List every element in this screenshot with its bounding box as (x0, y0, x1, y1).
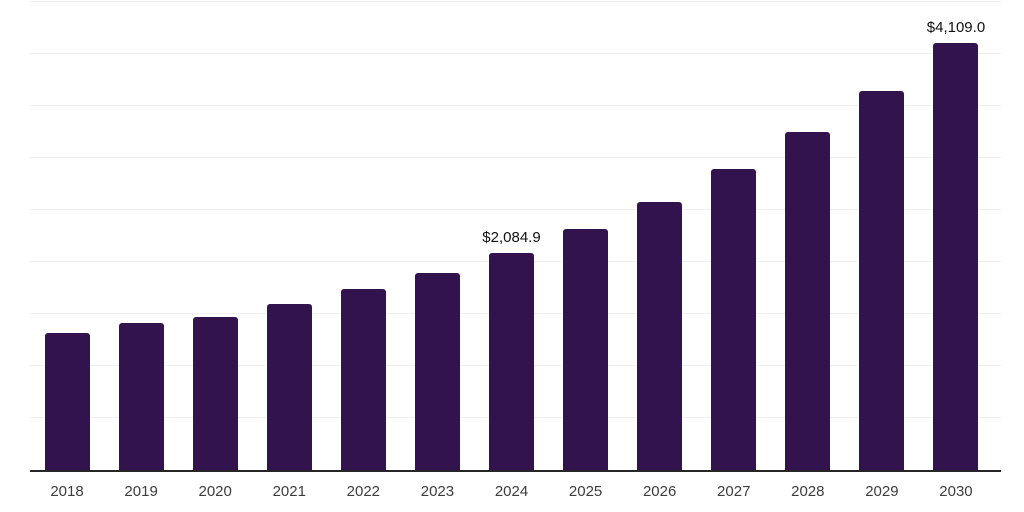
x-tick-label-2022: 2022 (346, 483, 381, 500)
bar-slot-2028 (771, 2, 845, 470)
gridline-2500 (30, 209, 1001, 210)
x-axis-labels: 2018 2019 2020 2021 2022 2023 2024 2025 2026 2027… (30, 480, 993, 504)
x-tick-label-2025: 2025 (568, 483, 603, 500)
x-tick-label-2019: 2019 (124, 483, 158, 500)
x-tick-label-2020: 2020 (198, 483, 232, 500)
bar-2026 (637, 202, 683, 470)
bar-2025 (563, 229, 609, 470)
gridline-3500 (30, 105, 1001, 106)
bar-slot-2018 (30, 2, 104, 470)
bar-slot-2029 (845, 2, 919, 470)
bar-2020 (192, 317, 238, 470)
bar-2027 (711, 169, 757, 470)
bar-2030 (933, 42, 979, 470)
x-tick-label-2018: 2018 (50, 483, 84, 500)
bar-slot-2024: $2,084.9 (474, 2, 548, 470)
bar-value-label-2024: $2,084.9 (482, 229, 541, 247)
bar-2021 (266, 303, 312, 470)
gridline-3000 (30, 157, 1001, 158)
bar-2028 (785, 132, 831, 470)
plot-area: $2,084.9 $4,109.0 (30, 1, 1001, 472)
bar-slot-2026 (623, 2, 697, 470)
x-tick-label-2027: 2027 (717, 483, 751, 500)
bar-2029 (859, 91, 905, 470)
x-tick-label-2029: 2029 (865, 483, 899, 500)
bar-2022 (340, 288, 386, 470)
bar-slot-2030: $4,109.0 (919, 2, 993, 470)
bar-slot-2021 (252, 2, 326, 470)
x-tick-label-2026: 2026 (642, 483, 677, 500)
bar-value-label-2030: $4,109.0 (926, 18, 986, 36)
x-tick-label-2023: 2023 (420, 483, 455, 500)
gridline-4000 (30, 53, 1001, 54)
bar-slot-2022 (326, 2, 400, 470)
x-tick-label-2028: 2028 (791, 483, 825, 500)
bar-slot-2023 (400, 2, 474, 470)
bar-slot-2019 (104, 2, 178, 470)
x-tick-label-2030: 2030 (939, 483, 973, 500)
bar-2023 (414, 273, 460, 470)
bar-2024 (489, 253, 534, 470)
bar-2019 (118, 323, 164, 470)
bars-row: $2,084.9 $4,109.0 (30, 2, 993, 470)
bar-slot-2027 (697, 2, 771, 470)
gridline-4500 (30, 1, 1001, 2)
bar-2018 (44, 333, 90, 470)
x-tick-label-2021: 2021 (272, 483, 306, 500)
x-tick-label-2024: 2024 (494, 483, 529, 500)
bar-slot-2025 (549, 2, 623, 470)
bar-slot-2020 (178, 2, 252, 470)
